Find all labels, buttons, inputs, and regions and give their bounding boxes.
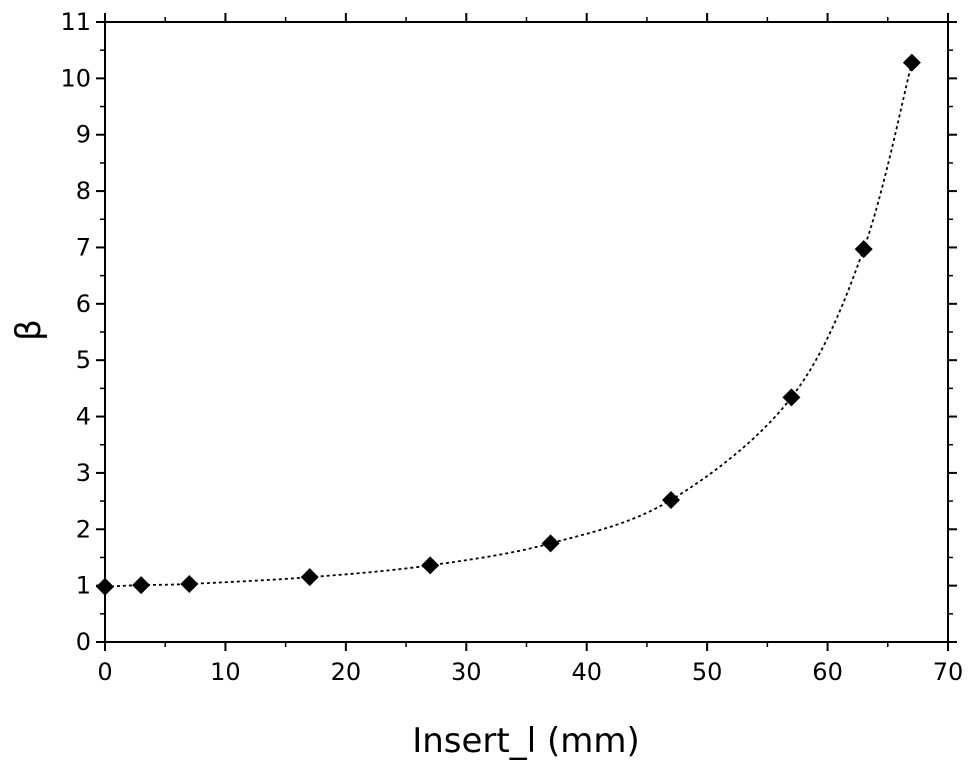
data-point-diamond <box>180 574 199 593</box>
data-point-diamond <box>421 556 440 575</box>
y-tick-label: 6 <box>76 290 91 318</box>
data-point-diamond <box>782 388 801 407</box>
y-tick-label: 1 <box>76 572 91 600</box>
y-axis-ticks: 0 1 2 3 4 5 6 7 8 9 10 11 <box>60 8 957 656</box>
data-points <box>96 53 921 596</box>
y-axis-label: β <box>9 319 49 341</box>
data-point-diamond <box>854 240 873 259</box>
y-tick-label: 11 <box>60 8 91 36</box>
y-tick-label: 9 <box>76 121 91 149</box>
y-tick-label: 7 <box>76 233 91 261</box>
y-tick-label: 5 <box>76 346 91 374</box>
y-tick-label: 0 <box>76 628 91 656</box>
y-tick-label: 2 <box>76 515 91 543</box>
x-tick-label: 50 <box>692 658 723 686</box>
x-tick-label: 70 <box>933 658 964 686</box>
plot-frame <box>104 21 949 643</box>
data-point-diamond <box>132 576 151 595</box>
data-point-diamond <box>541 534 560 553</box>
x-axis-ticks: 0 10 20 30 40 50 60 70 <box>97 13 963 686</box>
data-point-diamond <box>96 577 114 596</box>
y-tick-label: 10 <box>60 64 91 92</box>
x-tick-label: 0 <box>97 658 112 686</box>
y-tick-label: 8 <box>76 177 91 205</box>
y-tick-label: 3 <box>76 459 91 487</box>
data-point-diamond <box>902 53 921 72</box>
data-point-diamond <box>300 568 319 587</box>
series-curve <box>104 62 913 588</box>
data-point-diamond <box>662 490 681 509</box>
x-tick-label: 40 <box>571 658 602 686</box>
y-tick-label: 4 <box>76 403 91 431</box>
x-axis-label: Insert_l (mm) <box>412 721 640 761</box>
x-tick-label: 30 <box>451 658 482 686</box>
x-tick-label: 20 <box>331 658 362 686</box>
x-tick-label: 60 <box>812 658 843 686</box>
x-tick-label: 10 <box>210 658 241 686</box>
